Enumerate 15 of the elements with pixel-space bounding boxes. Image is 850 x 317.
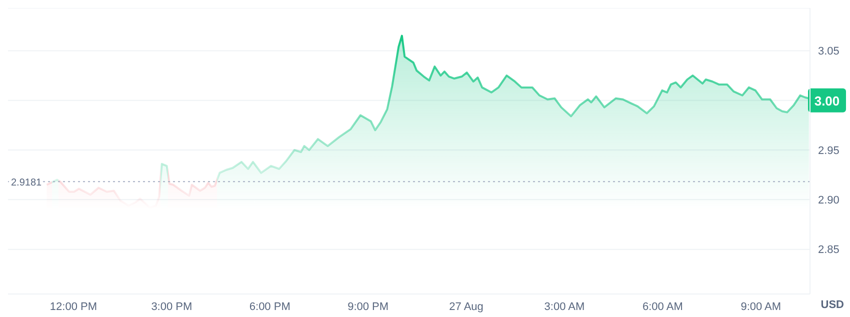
y-axis-title: USD [820,299,844,311]
y-tick-label: 2.95 [818,144,840,157]
x-tick-label: 3:00 PM [151,300,192,313]
x-tick-label: 6:00 AM [642,300,683,313]
x-tick-label: 6:00 PM [249,300,290,313]
y-tick-label: 2.85 [818,244,840,256]
x-tick-label: 12:00 PM [50,300,98,313]
ref-line-label: 2.9181 [11,178,42,189]
y-tick-label: 2.90 [818,194,840,207]
x-tick-label: 27 Aug [449,300,484,313]
x-tick-label: 9:00 AM [740,300,782,313]
annotation: 3.00 [814,93,840,108]
x-tick-label: 9:00 PM [348,300,389,313]
y-tick-label: 3.05 [818,46,840,58]
x-tick-label: 3:00 AM [544,300,585,313]
